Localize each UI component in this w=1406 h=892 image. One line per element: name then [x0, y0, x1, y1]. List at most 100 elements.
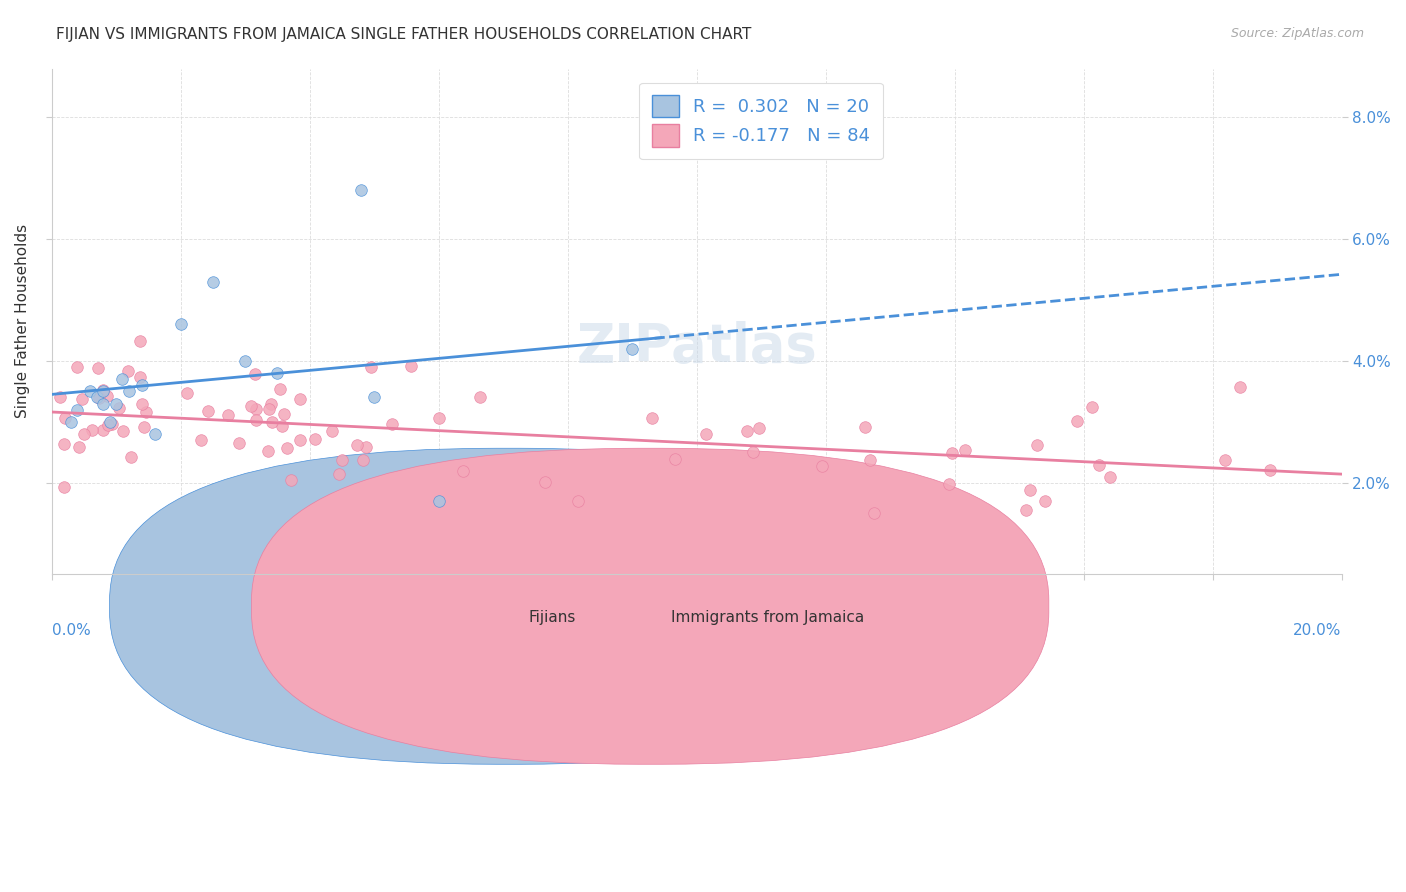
FancyBboxPatch shape: [252, 449, 1049, 764]
Point: [742, 444, 765, 458]
Point: [290, 434, 312, 448]
Text: Source: ZipAtlas.com: Source: ZipAtlas.com: [1230, 27, 1364, 40]
Point: [1025, 437, 1047, 451]
Point: [953, 443, 976, 458]
Point: [91, 423, 114, 437]
Point: [143, 427, 166, 442]
Point: [1258, 463, 1281, 477]
Point: [401, 359, 423, 374]
Y-axis label: Single Father Households: Single Father Households: [15, 224, 30, 418]
Point: [257, 402, 280, 417]
Point: [810, 458, 832, 473]
Point: [66, 402, 89, 417]
Point: [288, 392, 311, 406]
Point: [859, 453, 882, 467]
Point: [260, 397, 283, 411]
Point: [117, 364, 139, 378]
Point: [79, 384, 101, 399]
Point: [276, 441, 298, 455]
Point: [73, 426, 96, 441]
Point: [269, 382, 291, 396]
Point: [1015, 503, 1038, 517]
Text: ZIPatlas: ZIPatlas: [576, 320, 817, 373]
Point: [86, 391, 108, 405]
Point: [132, 419, 155, 434]
Point: [470, 390, 492, 404]
Point: [270, 419, 292, 434]
Text: Fijians: Fijians: [529, 609, 576, 624]
FancyBboxPatch shape: [110, 449, 907, 764]
Point: [1066, 414, 1088, 428]
Point: [49, 390, 72, 404]
Point: [67, 440, 90, 454]
Point: [321, 424, 343, 438]
Point: [352, 453, 374, 467]
Point: [91, 384, 114, 399]
Point: [664, 452, 686, 467]
Point: [273, 407, 295, 421]
Point: [70, 392, 93, 406]
Point: [380, 417, 402, 431]
Point: [1229, 380, 1251, 394]
Text: 0.0%: 0.0%: [52, 623, 90, 638]
Point: [108, 401, 131, 416]
Point: [735, 424, 758, 438]
Point: [748, 421, 770, 435]
Point: [451, 464, 474, 478]
Point: [354, 440, 377, 454]
Point: [197, 404, 219, 418]
Point: [641, 410, 664, 425]
Point: [111, 372, 134, 386]
Point: [1018, 483, 1040, 498]
Point: [201, 275, 224, 289]
Point: [1213, 452, 1236, 467]
Point: [52, 436, 75, 450]
Point: [217, 408, 239, 422]
Point: [360, 359, 382, 374]
Point: [1098, 470, 1121, 484]
Point: [96, 389, 118, 403]
Point: [118, 384, 141, 399]
Point: [190, 433, 212, 447]
Point: [53, 411, 76, 425]
Point: [176, 386, 198, 401]
Point: [91, 396, 114, 410]
Point: [938, 477, 960, 491]
Point: [245, 413, 267, 427]
Point: [350, 183, 373, 197]
Point: [98, 415, 121, 429]
Point: [328, 467, 350, 481]
Point: [101, 417, 124, 431]
Text: Immigrants from Jamaica: Immigrants from Jamaica: [671, 609, 865, 624]
Point: [59, 415, 82, 429]
Point: [363, 391, 385, 405]
Point: [533, 475, 555, 490]
Point: [87, 392, 110, 406]
Point: [66, 359, 89, 374]
Point: [228, 436, 250, 450]
Point: [266, 366, 288, 380]
Point: [257, 443, 280, 458]
Point: [96, 418, 118, 433]
Point: [1033, 494, 1056, 508]
Point: [105, 396, 128, 410]
Point: [91, 384, 114, 398]
Point: [346, 438, 368, 452]
Point: [621, 342, 644, 356]
Point: [129, 369, 152, 384]
Point: [941, 446, 963, 460]
Point: [245, 401, 267, 416]
Point: [239, 399, 262, 413]
Point: [131, 378, 153, 392]
Point: [1081, 400, 1104, 414]
Point: [169, 318, 191, 332]
Text: 20.0%: 20.0%: [1294, 623, 1341, 638]
Point: [53, 480, 76, 494]
Point: [135, 405, 157, 419]
Point: [86, 361, 108, 376]
Point: [332, 453, 354, 467]
Point: [567, 494, 589, 508]
Point: [280, 473, 302, 487]
Text: FIJIAN VS IMMIGRANTS FROM JAMAICA SINGLE FATHER HOUSEHOLDS CORRELATION CHART: FIJIAN VS IMMIGRANTS FROM JAMAICA SINGLE…: [56, 27, 752, 42]
Point: [82, 423, 104, 437]
